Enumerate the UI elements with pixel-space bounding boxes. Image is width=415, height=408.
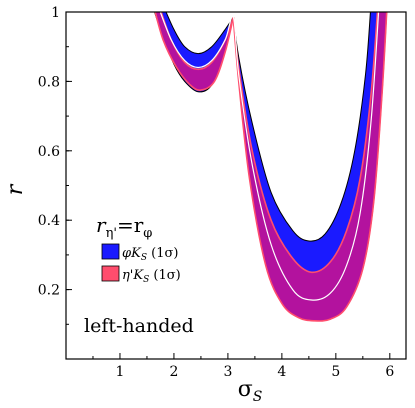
x-tick-label-5: 5 [331, 364, 340, 380]
x-tick-label-3: 3 [223, 364, 232, 380]
bands-layer [154, 12, 388, 322]
band-etaks-right-lobe-lower-edge [232, 12, 388, 322]
band-etaks-right-lobe-upper-edge [232, 12, 379, 274]
legend-title-sub1: η' [106, 226, 117, 241]
annotation-left-handed: left-handed [84, 315, 194, 337]
y-tick-label-1: 1 [51, 5, 60, 21]
band-etaks-left-lobe [155, 12, 234, 91]
y-tick-label-0.8: 0.8 [38, 74, 60, 90]
y-tick-label-0.6: 0.6 [38, 144, 60, 160]
central-curve [159, 12, 380, 301]
y-tick-label-0.2: 0.2 [38, 283, 60, 299]
x-tick-label-4: 4 [277, 364, 286, 380]
legend-swatch-phiks [101, 243, 120, 260]
x-tick-label-2: 2 [169, 364, 178, 380]
band-etaks-right-lobe [233, 12, 387, 322]
legend-swatch-etaks [101, 265, 120, 282]
legend-title-main: r [96, 213, 107, 237]
curves-layer [159, 12, 380, 301]
x-axis-title: σS [238, 377, 263, 405]
legend-title: rη'=rφ [96, 213, 152, 241]
legend-title-eq: =r [117, 213, 144, 237]
band-etaks-left-lobe-lower-edge [154, 12, 235, 91]
y-tick-label-0.4: 0.4 [38, 213, 60, 229]
x-axis-title-sub: S [253, 389, 263, 405]
y-axis-title: r [3, 183, 28, 195]
x-axis-title-main: σ [238, 377, 253, 402]
x-tick-label-6: 6 [385, 364, 394, 380]
legend-title-sub2: φ [143, 226, 152, 241]
legend: rη'=rφ φKS (1σ) η'KS (1σ) [96, 213, 181, 285]
axes-layer: 1 2 3 4 5 6 0.2 0.4 0.6 0.8 1 [38, 5, 395, 380]
legend-label-etaks: η'KS (1σ) [122, 268, 181, 285]
legend-label-phiks: φKS (1σ) [122, 246, 178, 263]
x-tick-label-1: 1 [116, 364, 125, 380]
